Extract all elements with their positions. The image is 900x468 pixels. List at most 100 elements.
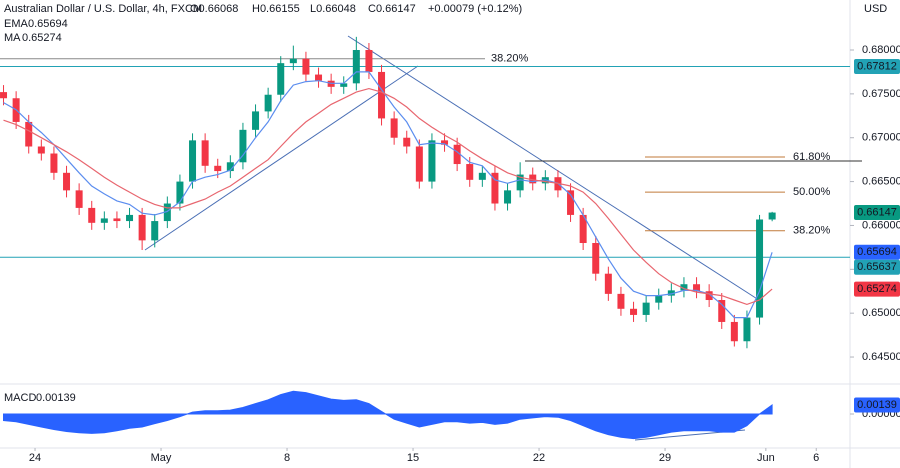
candle-body [680, 284, 688, 291]
price-label-box [854, 58, 900, 74]
price-label-box [854, 259, 900, 275]
macd-area [3, 390, 773, 440]
candle-body [655, 295, 663, 303]
candle-body [667, 290, 675, 296]
candle-body [478, 172, 486, 180]
chart-title: Australian Dollar / U.S. Dollar, 4h, FXC… [4, 3, 202, 15]
candle-body [428, 140, 436, 182]
ema-name: EMA [4, 18, 29, 30]
y-tick-label: 0.68000 [862, 44, 900, 56]
ohlc-value: O0.66068 [190, 3, 238, 15]
candle-body [0, 92, 8, 99]
ohlc-value: H0.66155 [252, 3, 300, 15]
trend-line [144, 65, 419, 251]
candle-body [75, 190, 83, 208]
ohlc-value: C0.66147 [368, 3, 416, 15]
candle-body [453, 144, 461, 165]
macd-label: 0.00139 [857, 399, 897, 411]
price-label-box [854, 244, 900, 260]
candle-body [617, 293, 625, 309]
ma-name: MA [4, 32, 21, 44]
y-tick-label: 0.66500 [862, 175, 900, 187]
candle-body [277, 63, 285, 95]
candle-body [579, 214, 587, 243]
candle-body [315, 74, 323, 81]
candle-body [604, 273, 612, 294]
x-tick-label: 29 [659, 452, 671, 464]
ema-value: 0.65694 [28, 18, 68, 30]
price-label: 0.65637 [857, 261, 897, 273]
ohlc-value: L0.66048 [310, 3, 356, 15]
x-tick-label: 6 [813, 452, 819, 464]
candle-body [88, 207, 96, 223]
macd-value: 0.00139 [36, 392, 76, 404]
candle-body [390, 118, 398, 138]
price-label: 0.67812 [857, 60, 897, 72]
y-tick-label: 0.65000 [862, 307, 900, 319]
y-tick-label: 0.67500 [862, 88, 900, 100]
candle-body [63, 172, 71, 191]
candle-body [516, 174, 524, 191]
y-tick-label: 0.67000 [862, 132, 900, 144]
candle-body [491, 172, 499, 204]
candle-body [567, 190, 575, 215]
candle-body [151, 221, 159, 241]
candle-body [226, 162, 234, 172]
candle-body [37, 146, 45, 154]
candle-body [239, 129, 247, 163]
x-tick-label: 15 [407, 452, 419, 464]
x-tick-label: 22 [533, 452, 545, 464]
candle-body [768, 212, 776, 220]
candle-body [50, 153, 58, 173]
candle-body [743, 317, 751, 342]
candle-body [176, 181, 184, 204]
candle-body [340, 83, 348, 87]
candle-body [705, 291, 713, 301]
currency: USD [864, 3, 887, 15]
candle-body [189, 140, 197, 182]
candle-body [113, 218, 121, 222]
candle-body [529, 174, 537, 184]
candle-body [126, 214, 134, 222]
price-label: 0.66147 [857, 206, 897, 218]
price-label-box [854, 205, 900, 221]
candle-body [289, 58, 297, 64]
fib-label: 61.80% [793, 151, 831, 163]
indicator-line [3, 71, 773, 319]
price-label: 0.65274 [857, 283, 897, 295]
candle-body [504, 190, 512, 204]
candle-body [592, 242, 600, 274]
candle-body [252, 111, 260, 130]
macd-label-box [854, 397, 900, 413]
fib-label: 38.20% [793, 225, 831, 237]
candle-body [25, 121, 33, 147]
indicator-line [3, 87, 773, 306]
candle-body [378, 71, 386, 119]
y-tick-label: 0.64500 [862, 351, 900, 363]
candle-body [415, 146, 423, 182]
candle-body [138, 214, 146, 241]
x-tick-label: 24 [29, 452, 41, 464]
x-tick-label: 8 [284, 452, 290, 464]
candle-body [302, 58, 310, 75]
candle-body [630, 308, 638, 315]
candle-body [466, 164, 474, 180]
candle-body [264, 94, 272, 112]
candle-body [365, 50, 373, 72]
candle-body [718, 300, 726, 322]
candle-body [693, 284, 701, 292]
candle-body [730, 321, 738, 342]
ohlc-value: +0.00079 (+0.12%) [428, 3, 522, 15]
candle-body [352, 50, 360, 84]
fib-label: 38.20% [491, 53, 529, 65]
candle-body [201, 140, 209, 166]
candle-body [403, 137, 411, 147]
ma-value: 0.65274 [22, 32, 62, 44]
y-tick-label: 0.66000 [862, 219, 900, 231]
price-label-box [854, 281, 900, 297]
candle-body [163, 203, 171, 222]
macd-name: MACD [4, 392, 36, 404]
candle-body [214, 165, 222, 172]
x-tick-label: Jun [757, 452, 775, 464]
